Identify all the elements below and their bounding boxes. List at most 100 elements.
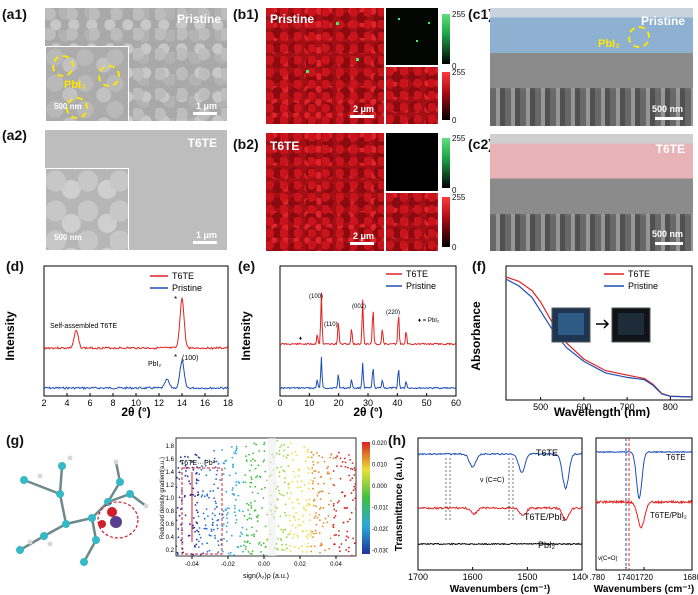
scatter-point xyxy=(323,482,325,485)
scatter-point xyxy=(251,553,253,555)
scatter-point xyxy=(301,480,303,482)
sem-image-a2: 500 nm T6TE 1 μm xyxy=(45,130,227,250)
scatter-point xyxy=(321,456,324,459)
scatter-point xyxy=(293,475,296,478)
scatter-point xyxy=(349,459,351,461)
scatter-point xyxy=(350,511,353,514)
scatter-point xyxy=(298,468,300,470)
chart-d: Intensity 2θ (°) 2 4 6 8 10 12 14 16 18 T6TE Pri… xyxy=(3,265,233,418)
green-spot xyxy=(306,70,309,73)
scatter-point xyxy=(244,481,247,484)
scatter-point xyxy=(342,521,345,524)
scatter-point xyxy=(266,479,268,482)
scatter-point xyxy=(330,453,333,456)
colorbar-tick-label: -0.020 xyxy=(372,527,388,533)
scatter-point xyxy=(338,530,340,532)
scatter-point xyxy=(189,482,191,485)
scatter-point xyxy=(314,470,317,473)
scatter-point xyxy=(178,496,181,499)
scatter-point xyxy=(345,535,348,538)
scatter-point xyxy=(245,455,247,458)
scatter-point xyxy=(308,468,311,471)
x-tick-label: 600 xyxy=(576,402,591,412)
scatter-point xyxy=(296,534,299,537)
scatter-point xyxy=(231,456,234,459)
scatter-point xyxy=(326,467,328,470)
scatter-point xyxy=(312,463,315,466)
scatter-point xyxy=(344,494,346,497)
sample-tag: Pristine xyxy=(176,12,221,26)
scatter-point xyxy=(288,482,291,485)
scatter-point xyxy=(313,477,316,479)
scatter-point xyxy=(253,535,255,538)
scatter-point xyxy=(317,483,319,485)
scatter-point xyxy=(332,457,335,460)
scatter-point xyxy=(184,455,186,458)
scatter-point xyxy=(176,507,179,509)
pbi2-circle xyxy=(66,97,88,119)
scatter-point xyxy=(230,534,233,537)
scatter-point xyxy=(217,540,219,542)
scatter-point xyxy=(234,514,237,517)
scatter-point xyxy=(280,493,283,496)
x-axis-label: sign(λ₂)ρ (a.u.) xyxy=(243,573,289,580)
scatter-point xyxy=(250,464,253,467)
colorbar-tick-label: -0.030 xyxy=(372,549,388,555)
scatter-point xyxy=(196,529,198,532)
colorbar-ticks: 0.020 0.010 0.000 -0.010 -0.020 -0.030 xyxy=(372,441,388,555)
sem-inset-a1: PbI₂ 500 nm xyxy=(45,46,129,121)
x-tick-label: 18 xyxy=(223,398,233,408)
scatter-point xyxy=(234,498,237,501)
pbi2-circle xyxy=(628,26,650,48)
scatter-point xyxy=(287,465,290,467)
scatter-point xyxy=(319,476,322,479)
scatter-point xyxy=(278,453,281,455)
scatter-point xyxy=(256,520,259,523)
scatter-point xyxy=(255,476,257,479)
scatter-point xyxy=(284,477,286,479)
scatter-point xyxy=(312,487,314,490)
colorbar-max: 255 xyxy=(452,10,466,19)
scatter-point xyxy=(261,507,263,509)
scatter-point xyxy=(328,472,331,475)
scatter-point xyxy=(177,528,180,530)
scatter-point xyxy=(229,554,232,557)
scatter-point xyxy=(322,522,325,524)
scatter-point xyxy=(289,550,292,552)
x-tick-label: -0.02 xyxy=(221,562,235,568)
scatter-point xyxy=(350,467,352,470)
scatter-point xyxy=(301,490,303,493)
scatter-point xyxy=(219,479,221,481)
scatter-point xyxy=(252,458,254,461)
scatter-point xyxy=(175,545,178,548)
scale-bar xyxy=(655,117,683,120)
scatter-point xyxy=(284,503,287,506)
scatter-point xyxy=(235,447,238,450)
scatter-point xyxy=(187,534,190,537)
scatter-point xyxy=(175,511,177,514)
scatter-point xyxy=(330,500,332,502)
scatter-point xyxy=(307,542,310,545)
scatter-point xyxy=(296,536,299,538)
scatter-point xyxy=(299,524,302,527)
scatter-point xyxy=(282,494,285,497)
scatter-point xyxy=(323,460,326,463)
scatter-point xyxy=(316,494,319,497)
scatter-point xyxy=(283,470,286,473)
scatter-point xyxy=(257,514,259,517)
scatter-point xyxy=(277,525,280,527)
scatter-point xyxy=(289,519,292,522)
annotation: (220) xyxy=(386,310,400,316)
scatter-point xyxy=(175,519,178,522)
colorbar-green xyxy=(442,14,450,64)
scatter-point xyxy=(336,465,338,467)
scatter-point xyxy=(322,507,325,509)
x-tick-label: 700 xyxy=(620,402,635,412)
scatter-point xyxy=(238,509,241,512)
molecule-structure xyxy=(16,455,149,566)
scatter-point xyxy=(246,541,248,544)
scatter-point xyxy=(225,525,228,528)
scatter-point xyxy=(262,460,265,463)
scatter-point xyxy=(265,539,268,541)
scatter-point xyxy=(281,543,283,546)
